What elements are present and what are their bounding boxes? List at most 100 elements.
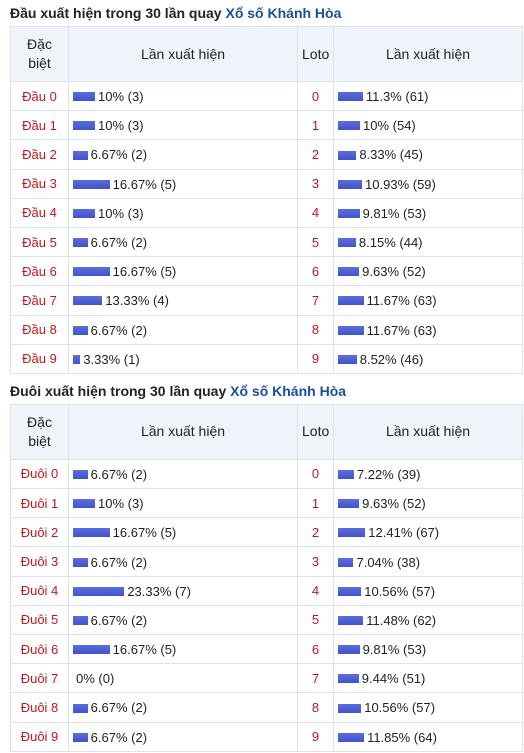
loto-digit: 2 xyxy=(297,517,334,548)
value-cell: 6.67% (2) xyxy=(68,604,298,636)
value-label: 9.81% (53) xyxy=(362,642,427,658)
column-header: Loto xyxy=(297,403,334,460)
value-label: 10.56% (57) xyxy=(364,700,436,716)
header-row: Đặc biệt Lần xuất hiện Loto Lần xuất hiện xyxy=(10,26,523,82)
bar xyxy=(338,645,360,655)
loto-digit: 5 xyxy=(297,226,334,258)
value-label: 11.67% (63) xyxy=(366,322,437,338)
value-label: 13.33% (4) xyxy=(105,293,169,309)
row-name: Đuôi 5 xyxy=(10,604,69,636)
value-cell: 8.33% (45) xyxy=(333,139,523,170)
title-text: Đầu xuất hiện trong 30 lần quay xyxy=(10,5,222,21)
value-label: 7.22% (39) xyxy=(356,467,421,482)
title-link[interactable]: Xổ số Khánh Hòa xyxy=(225,5,342,21)
value-cell: 13.33% (4) xyxy=(68,285,298,316)
value-label: 8.52% (46) xyxy=(359,351,424,367)
value-cell: 11.67% (63) xyxy=(333,285,523,316)
data-row: Đuôi 6 16.67% (5) 6 9.81% (53) xyxy=(10,633,523,665)
loto-digit: 0 xyxy=(297,80,334,112)
value-label: 16.67% (5) xyxy=(112,525,177,541)
value-cell: 6.67% (2) xyxy=(68,226,298,258)
value-cell: 16.67% (5) xyxy=(68,517,298,548)
row-name: Đuôi 7 xyxy=(10,663,69,694)
data-row: Đầu 4 10% (3) 4 9.81% (53) xyxy=(10,197,523,228)
bar xyxy=(338,470,354,479)
value-label: 10% (3) xyxy=(98,89,144,105)
bar xyxy=(338,557,354,567)
bar xyxy=(338,615,364,625)
data-row: Đuôi 2 16.67% (5) 2 12.41% (67) xyxy=(10,517,523,548)
bar xyxy=(73,499,95,509)
bar xyxy=(73,615,88,625)
value-label: 10% (3) xyxy=(98,118,144,134)
bar xyxy=(73,528,110,538)
column-header: Đặc biệt xyxy=(10,403,69,460)
loto-digit: 1 xyxy=(297,488,334,519)
value-label: 6.67% (2) xyxy=(90,612,148,628)
row-name: Đầu 5 xyxy=(10,226,69,258)
value-cell: 6.67% (2) xyxy=(68,721,298,752)
value-cell: 7.04% (38) xyxy=(333,546,523,577)
value-cell: 16.67% (5) xyxy=(68,256,298,287)
value-label: 6.67% (2) xyxy=(90,467,148,482)
data-row: Đầu 6 16.67% (5) 6 9.63% (52) xyxy=(10,256,523,287)
bar xyxy=(73,179,110,189)
value-label: 8.15% (44) xyxy=(358,235,423,251)
value-cell: 11.3% (61) xyxy=(333,80,523,112)
column-header: Lần xuất hiện xyxy=(68,26,298,82)
data-row: Đầu 0 10% (3) 0 11.3% (61) xyxy=(10,80,523,112)
loto-digit: 1 xyxy=(297,110,334,141)
row-name: Đuôi 4 xyxy=(10,575,69,606)
data-row: Đầu 5 6.67% (2) 5 8.15% (44) xyxy=(10,226,523,258)
value-cell: 16.67% (5) xyxy=(68,633,298,665)
value-label: 12.41% (67) xyxy=(368,525,440,541)
value-cell: 9.63% (52) xyxy=(333,256,523,287)
value-label: 11.3% (61) xyxy=(365,89,429,105)
value-cell: 10% (3) xyxy=(68,197,298,228)
value-label: 10.93% (59) xyxy=(365,176,436,192)
title-link[interactable]: Xổ số Khánh Hòa xyxy=(230,382,347,399)
header-row: Đặc biệt Lần xuất hiện Loto Lần xuất hiện xyxy=(10,403,523,460)
row-name: Đầu 8 xyxy=(10,314,69,345)
stats-table: Đặc biệt Lần xuất hiện Loto Lần xuất hiện Đầ… xyxy=(10,26,523,374)
column-header: Đặc biệt xyxy=(10,26,69,82)
bar xyxy=(73,703,88,713)
value-cell: 6.67% (2) xyxy=(68,139,298,170)
value-cell: 9.63% (52) xyxy=(333,488,523,519)
data-row: Đuôi 9 6.67% (2) 9 11.85% (64) xyxy=(10,721,523,752)
data-row: Đuôi 3 6.67% (2) 3 7.04% (38) xyxy=(10,546,523,577)
section-title: Đuôi xuất hiện trong 30 lần quay Xổ số K… xyxy=(10,378,522,404)
bar xyxy=(338,92,363,102)
value-cell: 8.15% (44) xyxy=(333,226,523,258)
row-name: Đuôi 0 xyxy=(10,458,69,490)
row-name: Đầu 0 xyxy=(10,80,69,112)
row-name: Đầu 7 xyxy=(10,285,69,316)
bar xyxy=(73,586,125,596)
row-name: Đầu 6 xyxy=(10,256,69,287)
value-label: 6.67% (2) xyxy=(90,235,148,251)
bar xyxy=(338,732,365,742)
value-cell: 8.52% (46) xyxy=(333,343,523,374)
loto-digit: 4 xyxy=(297,575,334,606)
loto-digit: 3 xyxy=(297,546,334,577)
value-cell: 10.93% (59) xyxy=(333,168,523,199)
value-cell: 6.67% (2) xyxy=(68,458,298,490)
bar xyxy=(338,238,356,248)
value-cell: 11.85% (64) xyxy=(333,721,523,752)
bar xyxy=(338,179,363,189)
value-label: 0% (0) xyxy=(76,671,115,687)
value-label: 16.67% (5) xyxy=(112,176,177,192)
bar xyxy=(338,267,360,277)
value-label: 16.67% (5) xyxy=(112,642,177,658)
bar xyxy=(73,470,88,479)
value-cell: 10% (3) xyxy=(68,488,298,519)
data-row: Đuôi 7 0% (0) 7 9.44% (51) xyxy=(10,663,523,694)
data-row: Đuôi 8 6.67% (2) 8 10.56% (57) xyxy=(10,692,523,723)
column-header: Loto xyxy=(297,26,334,82)
bar xyxy=(338,674,359,684)
value-cell: 9.81% (53) xyxy=(333,633,523,665)
value-cell: 3.33% (1) xyxy=(68,343,298,374)
row-name: Đầu 9 xyxy=(10,343,69,374)
row-name: Đuôi 6 xyxy=(10,633,69,665)
value-label: 9.44% (51) xyxy=(361,671,426,687)
